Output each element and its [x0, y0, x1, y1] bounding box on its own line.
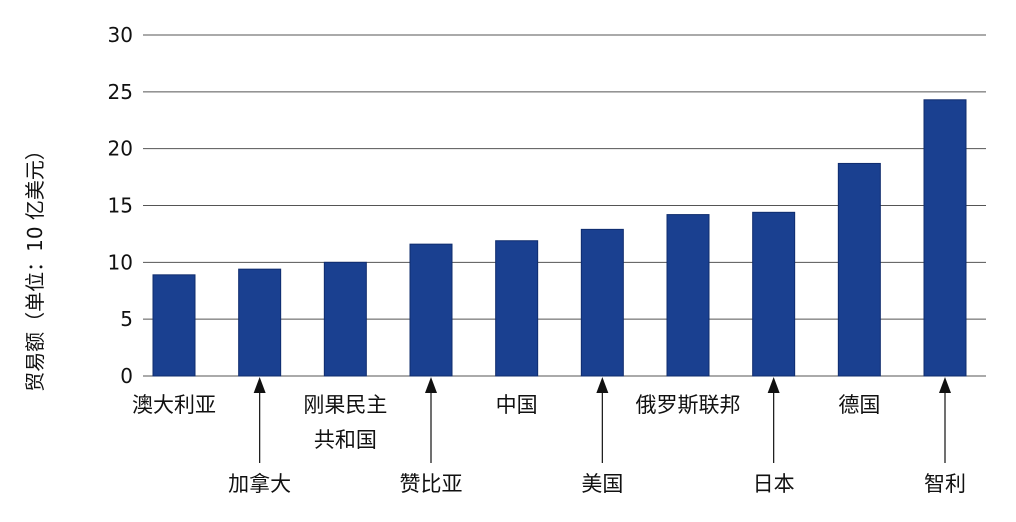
label-arrow-head-3: [425, 377, 437, 393]
category-label-9: 智利: [924, 472, 966, 496]
bars: [152, 99, 967, 377]
category-label-3: 赞比亚: [400, 472, 463, 496]
category-label-1: 加拿大: [228, 472, 291, 496]
bar-7: [752, 211, 796, 377]
y-tick-label-20: 20: [108, 137, 133, 161]
y-tick-label-10: 10: [108, 250, 133, 274]
label-arrow-head-5: [596, 377, 609, 393]
bar-5: [580, 228, 624, 377]
y-axis-ticks: 0 5 10 15 20 25 30: [108, 23, 133, 388]
y-tick-label-0: 0: [120, 364, 133, 388]
y-tick-label-5: 5: [120, 307, 133, 331]
bar-4: [495, 240, 539, 377]
y-tick-label-15: 15: [108, 194, 133, 218]
category-label-4: 中国: [496, 393, 538, 417]
bar-6: [666, 214, 710, 377]
category-label-2-line-0: 刚果民主: [303, 393, 387, 417]
category-label-0: 澳大利亚: [132, 393, 216, 417]
category-label-7: 日本: [753, 472, 795, 496]
gridlines: [143, 34, 986, 377]
y-tick-label-30: 30: [108, 23, 133, 47]
category-label-5: 美国: [581, 472, 623, 496]
bar-3: [409, 243, 453, 377]
category-label-8: 德国: [838, 393, 880, 417]
category-label-2-line-1: 共和国: [314, 428, 377, 452]
bar-2: [323, 261, 367, 377]
label-arrow-head-7: [767, 377, 780, 393]
y-tick-label-25: 25: [108, 80, 133, 104]
bar-0: [152, 274, 196, 377]
label-arrow-head-1: [253, 377, 266, 393]
label-arrow-head-9: [939, 377, 951, 393]
bar-8: [837, 162, 881, 377]
category-label-6: 俄罗斯联邦: [636, 393, 741, 417]
bar-1: [238, 268, 282, 377]
bar-9: [923, 99, 967, 377]
y-axis-title: 贸易额（单位：10 亿美元）: [23, 140, 47, 392]
